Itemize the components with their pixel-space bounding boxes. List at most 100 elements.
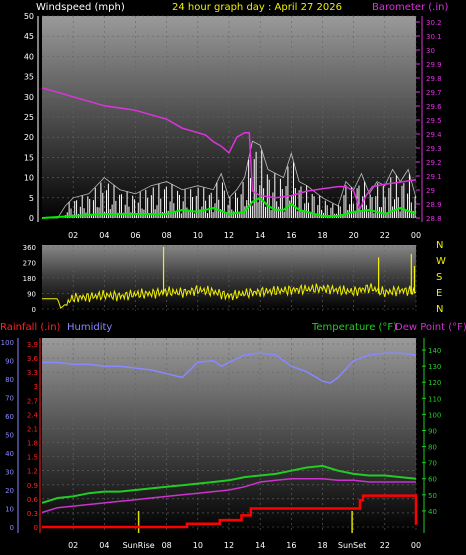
- rainfall-tick-label: 2.1: [27, 425, 38, 433]
- time-tick-label: 12: [224, 231, 234, 240]
- humidity-tick-label: 0: [10, 524, 14, 532]
- direction-tick-label: 270: [23, 260, 36, 268]
- temperature-tick-label: 40: [428, 508, 437, 516]
- humidity-axis-title: Humidity: [67, 322, 112, 333]
- wind-direction-series: [42, 283, 417, 309]
- barometer-tick-label: 30.1: [426, 33, 442, 41]
- time-tick-label: 16: [286, 231, 296, 240]
- barometer-tick-label: 28.9: [426, 201, 442, 209]
- temperature-tick-label: 70: [428, 460, 437, 468]
- rainfall-tick-label: 1.2: [27, 468, 38, 476]
- rainfall-tick-label: 3.3: [27, 369, 38, 377]
- barometer-tick-label: 28.8: [426, 215, 442, 223]
- dewpoint-axis-title: Dew Point (°F): [395, 322, 466, 333]
- windspeed-axis-title: Windspeed (mph): [36, 2, 125, 13]
- humidity-tick-label: 40: [5, 450, 14, 458]
- time-tick-label: 18: [317, 231, 327, 240]
- lower-time-tick-label: 12: [224, 541, 234, 550]
- temperature-tick-label: 110: [428, 395, 441, 403]
- windspeed-tick-label: 45: [24, 32, 34, 41]
- direction-tick-label: 180: [23, 275, 36, 283]
- compass-north-top: N: [436, 240, 443, 251]
- temperature-tick-label: 120: [428, 379, 441, 387]
- windspeed-tick-label: 20: [24, 133, 34, 142]
- humidity-series: [42, 352, 417, 384]
- time-tick-label: 02: [68, 231, 78, 240]
- humidity-tick-label: 30: [5, 469, 14, 477]
- time-tick-label: 00: [411, 231, 421, 240]
- barometer-tick-label: 29: [426, 187, 435, 195]
- windspeed-tick-label: 25: [24, 113, 34, 122]
- windspeed-tick-label: 5: [29, 194, 34, 203]
- barometer-tick-label: 30: [426, 47, 435, 55]
- barometer-tick-label: 29.5: [426, 117, 442, 125]
- humidity-tick-label: 80: [5, 376, 14, 384]
- compass-north-bottom: N: [436, 304, 443, 315]
- lower-time-tick-label: SunRise: [123, 541, 155, 550]
- rainfall-tick-label: 3.6: [27, 355, 39, 363]
- rainfall-series: [42, 494, 418, 529]
- temperature-tick-label: 100: [428, 411, 441, 419]
- lower-time-tick-label: SunSet: [338, 541, 366, 550]
- lower-panel-background: [42, 338, 416, 533]
- barometer-tick-label: 29.9: [426, 61, 442, 69]
- lower-time-tick-label: 10: [193, 541, 203, 550]
- rainfall-tick-label: 0.6: [27, 496, 39, 504]
- temperature-tick-label: 130: [428, 363, 441, 371]
- barometer-series: [41, 87, 417, 212]
- time-tick-label: 14: [255, 231, 265, 240]
- direction-tick-label: 90: [27, 291, 36, 299]
- lower-time-tick-label: 14: [255, 541, 265, 550]
- wind-average-series: [41, 196, 417, 219]
- temperature-tick-label: 60: [428, 476, 437, 484]
- barometer-tick-label: 29.2: [426, 159, 442, 167]
- humidity-tick-label: 60: [5, 413, 14, 421]
- lower-time-tick-label: 00: [411, 541, 421, 550]
- barometer-tick-label: 29.1: [426, 173, 442, 181]
- axes: 0510152025303540455028.828.92929.129.229…: [1, 12, 443, 550]
- time-tick-label: 22: [380, 231, 390, 240]
- barometer-tick-label: 29.8: [426, 75, 442, 83]
- rainfall-tick-label: 1.5: [27, 454, 38, 462]
- temperature-series: [41, 464, 417, 504]
- windspeed-tick-label: 50: [24, 12, 34, 21]
- windspeed-tick-label: 35: [24, 73, 34, 82]
- lower-time-tick-label: 22: [380, 541, 390, 550]
- time-tick-label: 08: [162, 231, 172, 240]
- windspeed-tick-label: 0: [29, 214, 34, 223]
- time-tick-label: 10: [193, 231, 203, 240]
- time-tick-label: 04: [99, 231, 109, 240]
- rainfall-axis-title: Rainfall (.in): [0, 322, 61, 333]
- windspeed-tick-label: 15: [24, 153, 34, 162]
- compass-west: W: [436, 256, 446, 267]
- barometer-tick-label: 29.7: [426, 89, 442, 97]
- time-tick-label: 20: [349, 231, 359, 240]
- windspeed-tick-label: 30: [24, 93, 34, 102]
- chart-title: 24 hour graph day : April 27 2026: [172, 2, 342, 13]
- temperature-tick-label: 90: [428, 427, 437, 435]
- barometer-tick-label: 29.6: [426, 103, 442, 111]
- rainfall-tick-label: 2.7: [27, 397, 38, 405]
- wind-max-series: [42, 140, 417, 219]
- barometer-axis-title: Barometer (.in): [372, 2, 448, 13]
- temperature-axis-title: Temperature (°F): [311, 322, 397, 333]
- rainfall-tick-label: 0.3: [27, 510, 38, 518]
- chart-series: [41, 87, 418, 533]
- rainfall-tick-label: 3: [34, 383, 38, 391]
- temperature-tick-label: 140: [428, 347, 441, 355]
- humidity-tick-label: 50: [5, 432, 14, 440]
- barometer-tick-label: 29.4: [426, 131, 442, 139]
- humidity-tick-label: 10: [5, 506, 14, 514]
- rainfall-tick-label: 0.9: [27, 482, 38, 490]
- humidity-tick-label: 100: [1, 339, 14, 347]
- rainfall-tick-label: 2.4: [27, 411, 39, 419]
- temperature-tick-label: 80: [428, 444, 437, 452]
- barometer-tick-label: 30.2: [426, 19, 442, 27]
- rainfall-tick-label: 0: [34, 524, 38, 532]
- lower-time-tick-label: 18: [317, 541, 327, 550]
- dewpoint-series: [41, 477, 416, 514]
- direction-tick-label: 0: [32, 306, 36, 314]
- lower-time-tick-label: 08: [162, 541, 172, 550]
- humidity-tick-label: 70: [5, 395, 14, 403]
